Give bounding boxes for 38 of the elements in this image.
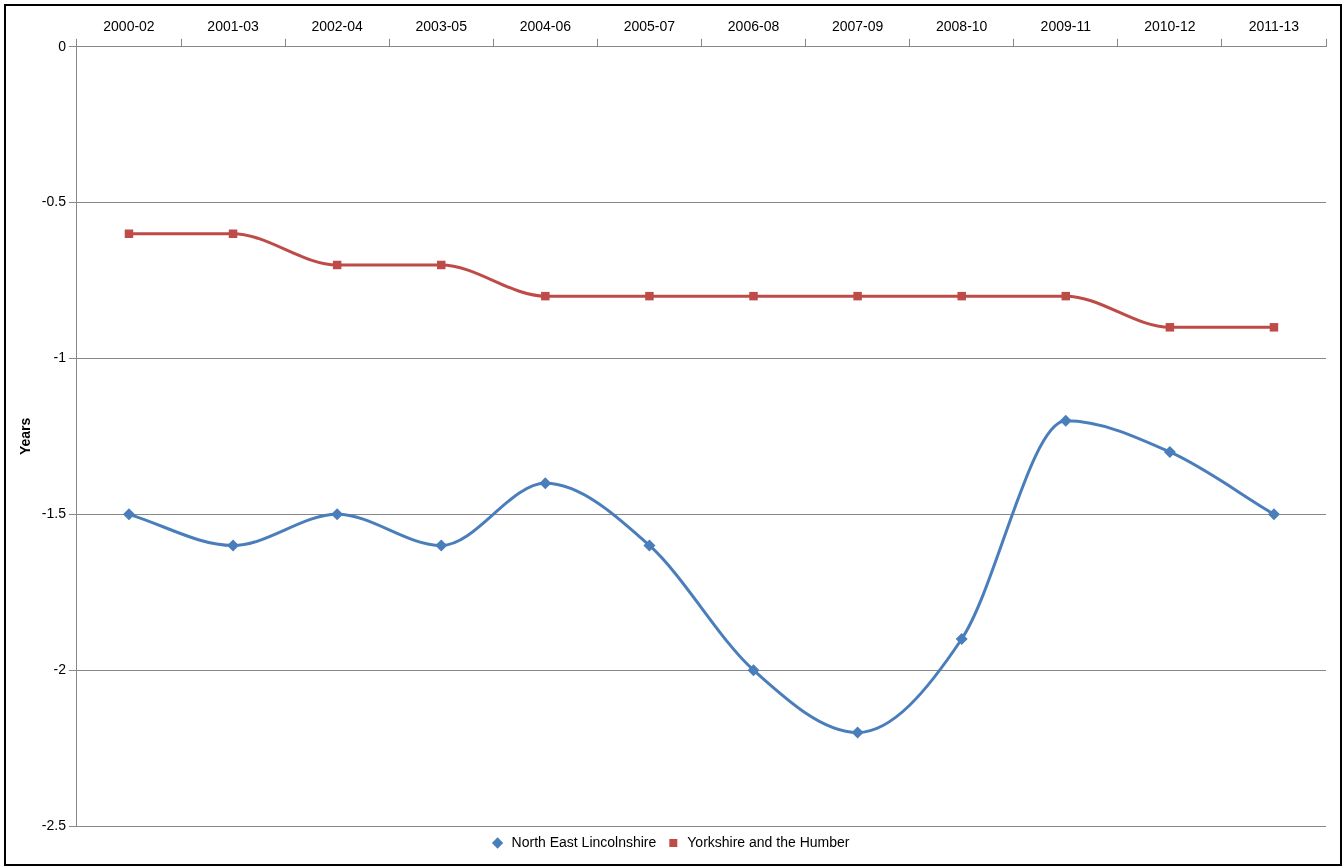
point: [1059, 414, 1072, 427]
x-tick-label: 2001-03: [207, 18, 259, 35]
point: [747, 664, 760, 677]
y-tick-label: 0: [58, 37, 67, 54]
x-tick-label: 2007-09: [831, 18, 884, 35]
x-tick-label: 2009-11: [1040, 18, 1092, 35]
x-tick-label: 2005-07: [623, 18, 676, 35]
point: [435, 539, 448, 552]
x-tick-label: 2003-05: [415, 18, 468, 35]
point: [541, 291, 550, 301]
point: [955, 632, 968, 645]
x-tick-label: 2011-13: [1248, 18, 1300, 35]
x-tick-label: 2002-04: [311, 18, 364, 35]
y-tick-label: -1: [53, 349, 67, 366]
legend-label: North East Lincolnshire: [511, 833, 657, 850]
point: [749, 291, 758, 301]
y-tick-label: -2.5: [41, 816, 67, 833]
point: [1267, 508, 1280, 521]
point: [1269, 323, 1279, 332]
point: [1165, 323, 1175, 332]
point: [643, 539, 656, 552]
x-tick-label: 2006-08: [727, 18, 780, 35]
legend-label: Yorkshire and the Humber: [687, 833, 850, 850]
y-tick-label: -1.5: [41, 505, 67, 522]
point: [1163, 445, 1176, 458]
x-tick-label: 2004-06: [519, 18, 572, 35]
point: [227, 539, 240, 552]
x-tick-label: 2000-02: [103, 18, 155, 35]
point: [122, 508, 135, 521]
point: [957, 291, 966, 301]
x-tick-label: 2008-10: [935, 18, 988, 35]
y-tick-label: -2: [53, 661, 67, 678]
point: [645, 291, 654, 301]
point: [853, 291, 862, 301]
y-tick-label: -0.5: [41, 193, 67, 210]
point: [851, 726, 864, 739]
y-axis-title: Years: [17, 417, 34, 456]
x-tick-label: 2010-12: [1144, 18, 1196, 35]
